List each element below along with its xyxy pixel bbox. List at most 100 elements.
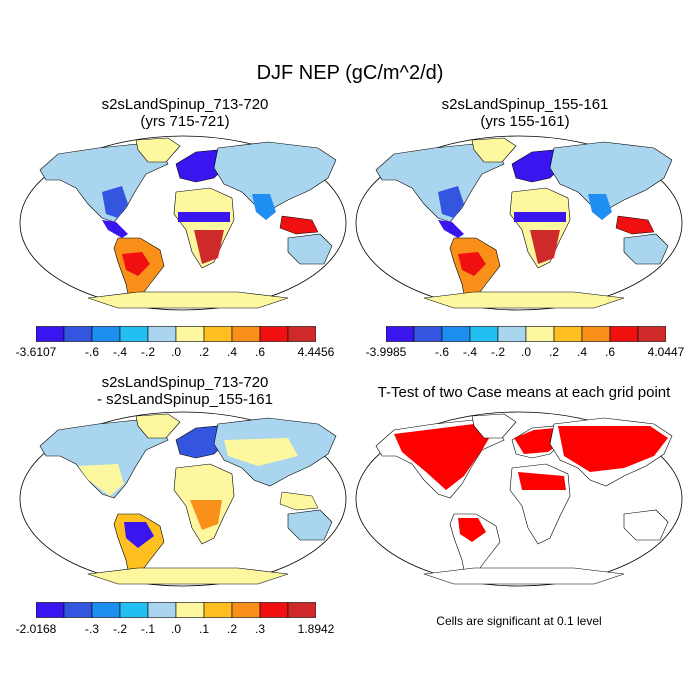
colorbar-3-label: .1 xyxy=(198,622,210,636)
colorbar-1-label: -.2 xyxy=(140,345,156,359)
colorbar-1-labels: -3.6107 -.6 -.4 -.2 .0 .2 .4 .6 4.4456 xyxy=(16,345,335,359)
colorbar-3-label: -.1 xyxy=(140,622,156,636)
antarctica xyxy=(423,291,625,309)
colorbar-2-swatch xyxy=(525,326,555,342)
colorbar-2-label: -.4 xyxy=(462,345,478,359)
africa-significant xyxy=(518,472,566,490)
continents-panel-3 xyxy=(39,413,337,585)
se-asia xyxy=(279,491,319,511)
se-asia xyxy=(615,215,655,235)
colorbar-3-label: .0 xyxy=(170,622,182,636)
africa-south xyxy=(194,230,224,264)
panel-2-title-line2: (yrs 155-161) xyxy=(480,113,570,130)
colorbar-3-swatch xyxy=(36,602,65,618)
australia-outline xyxy=(623,509,669,541)
panel-3-title-line1: s2sLandSpinup_713-720 xyxy=(101,374,269,391)
panel-1-title-line2: (yrs 715-721) xyxy=(140,113,230,130)
asia xyxy=(213,141,337,211)
greenland xyxy=(135,137,181,163)
colorbar-2-label: .0 xyxy=(520,345,532,359)
panel-1-title: s2sLandSpinup_713-720 (yrs 715-721) xyxy=(20,96,350,130)
continents-panel-2 xyxy=(375,137,673,309)
north-america xyxy=(375,143,505,223)
panel-3-title-line2: - s2sLandSpinup_155-161 xyxy=(97,391,273,408)
colorbar-2-label: -3.9985 xyxy=(365,345,407,359)
colorbar-3-swatch xyxy=(231,602,261,618)
south-america-mixed xyxy=(124,522,154,548)
colorbar-2-swatch xyxy=(553,326,583,342)
colorbar-3-swatch xyxy=(203,602,233,618)
panel-4-title: T-Test of two Case means at each grid po… xyxy=(356,384,692,401)
colorbar-1-swatch xyxy=(63,326,93,342)
colorbar-2-swatch xyxy=(609,326,639,342)
colorbar-1-label: -.6 xyxy=(84,345,100,359)
colorbar-3-label: .2 xyxy=(226,622,238,636)
colorbar-1-swatch xyxy=(287,326,316,342)
colorbar-2-swatch xyxy=(497,326,527,342)
figure-title: DJF NEP (gC/m^2/d) xyxy=(256,62,444,84)
asia-central xyxy=(224,438,298,466)
colorbar-1-label: -3.6107 xyxy=(15,345,57,359)
colorbar-2-label: -.6 xyxy=(434,345,450,359)
colorbar-2-label: -.2 xyxy=(490,345,506,359)
panel-3-title: s2sLandSpinup_713-720 - s2sLandSpinup_15… xyxy=(20,374,350,408)
colorbar-1 xyxy=(36,326,316,342)
map-panel-3 xyxy=(19,411,347,587)
colorbar-1-swatch xyxy=(147,326,177,342)
antarctica xyxy=(87,291,289,309)
colorbar-1-swatch xyxy=(36,326,65,342)
colorbar-1-label: .6 xyxy=(254,345,266,359)
south-america-hot xyxy=(122,252,150,276)
north-america xyxy=(39,143,169,223)
antarctica xyxy=(87,567,289,585)
greenland-outline xyxy=(471,413,517,439)
colorbar-3-swatch xyxy=(147,602,177,618)
asia-south xyxy=(588,194,612,220)
colorbar-2-swatch xyxy=(637,326,666,342)
colorbar-1-swatches xyxy=(36,326,316,342)
asia-south xyxy=(252,194,276,220)
north-america-east xyxy=(102,186,128,218)
north-america-south xyxy=(78,464,124,496)
colorbar-3-swatch xyxy=(63,602,93,618)
north-america xyxy=(39,419,169,499)
central-america xyxy=(102,220,128,238)
colorbar-3-labels: -2.0168 -.3 -.2 -.1 .0 .1 .2 .3 1.8942 xyxy=(16,622,335,636)
europe-significant xyxy=(514,428,562,454)
colorbar-1-label: .4 xyxy=(226,345,238,359)
colorbar-2-labels: -3.9985 -.6 -.4 -.2 .0 .2 .4 .6 4.0447 xyxy=(366,345,685,359)
central-america xyxy=(438,220,464,238)
colorbar-3-label: -.2 xyxy=(112,622,128,636)
australia xyxy=(623,233,669,265)
colorbar-2-label: .4 xyxy=(576,345,588,359)
colorbar-3-label: -2.0168 xyxy=(15,622,57,636)
south-america-hot xyxy=(458,252,486,276)
colorbar-2-label: .2 xyxy=(548,345,560,359)
colorbar-1-swatch xyxy=(91,326,121,342)
africa-band xyxy=(178,212,230,222)
greenland xyxy=(471,137,517,163)
australia xyxy=(287,509,333,541)
colorbar-2-swatch xyxy=(441,326,471,342)
colorbar-2-label: 4.0447 xyxy=(647,345,685,359)
asia-significant xyxy=(558,426,668,472)
north-america-east xyxy=(438,186,464,218)
colorbar-3-swatch xyxy=(119,602,149,618)
colorbar-1-swatch xyxy=(175,326,205,342)
africa-south xyxy=(530,230,560,264)
panel-4-title-line1: T-Test of two Case means at each grid po… xyxy=(377,384,671,401)
north-america-significant xyxy=(394,424,494,490)
colorbar-2-label: .6 xyxy=(604,345,616,359)
map-panel-4 xyxy=(355,411,683,587)
australia xyxy=(287,233,333,265)
panel-1-title-line1: s2sLandSpinup_713-720 xyxy=(101,96,269,113)
colorbar-2-swatch xyxy=(413,326,443,342)
colorbar-3-swatch xyxy=(175,602,205,618)
colorbar-1-swatch xyxy=(119,326,149,342)
colorbar-1-label: .0 xyxy=(170,345,182,359)
colorbar-1-swatch xyxy=(259,326,289,342)
colorbar-2-swatches xyxy=(386,326,666,342)
colorbar-1-swatch xyxy=(203,326,233,342)
greenland xyxy=(135,413,181,439)
colorbar-2-swatch xyxy=(469,326,499,342)
